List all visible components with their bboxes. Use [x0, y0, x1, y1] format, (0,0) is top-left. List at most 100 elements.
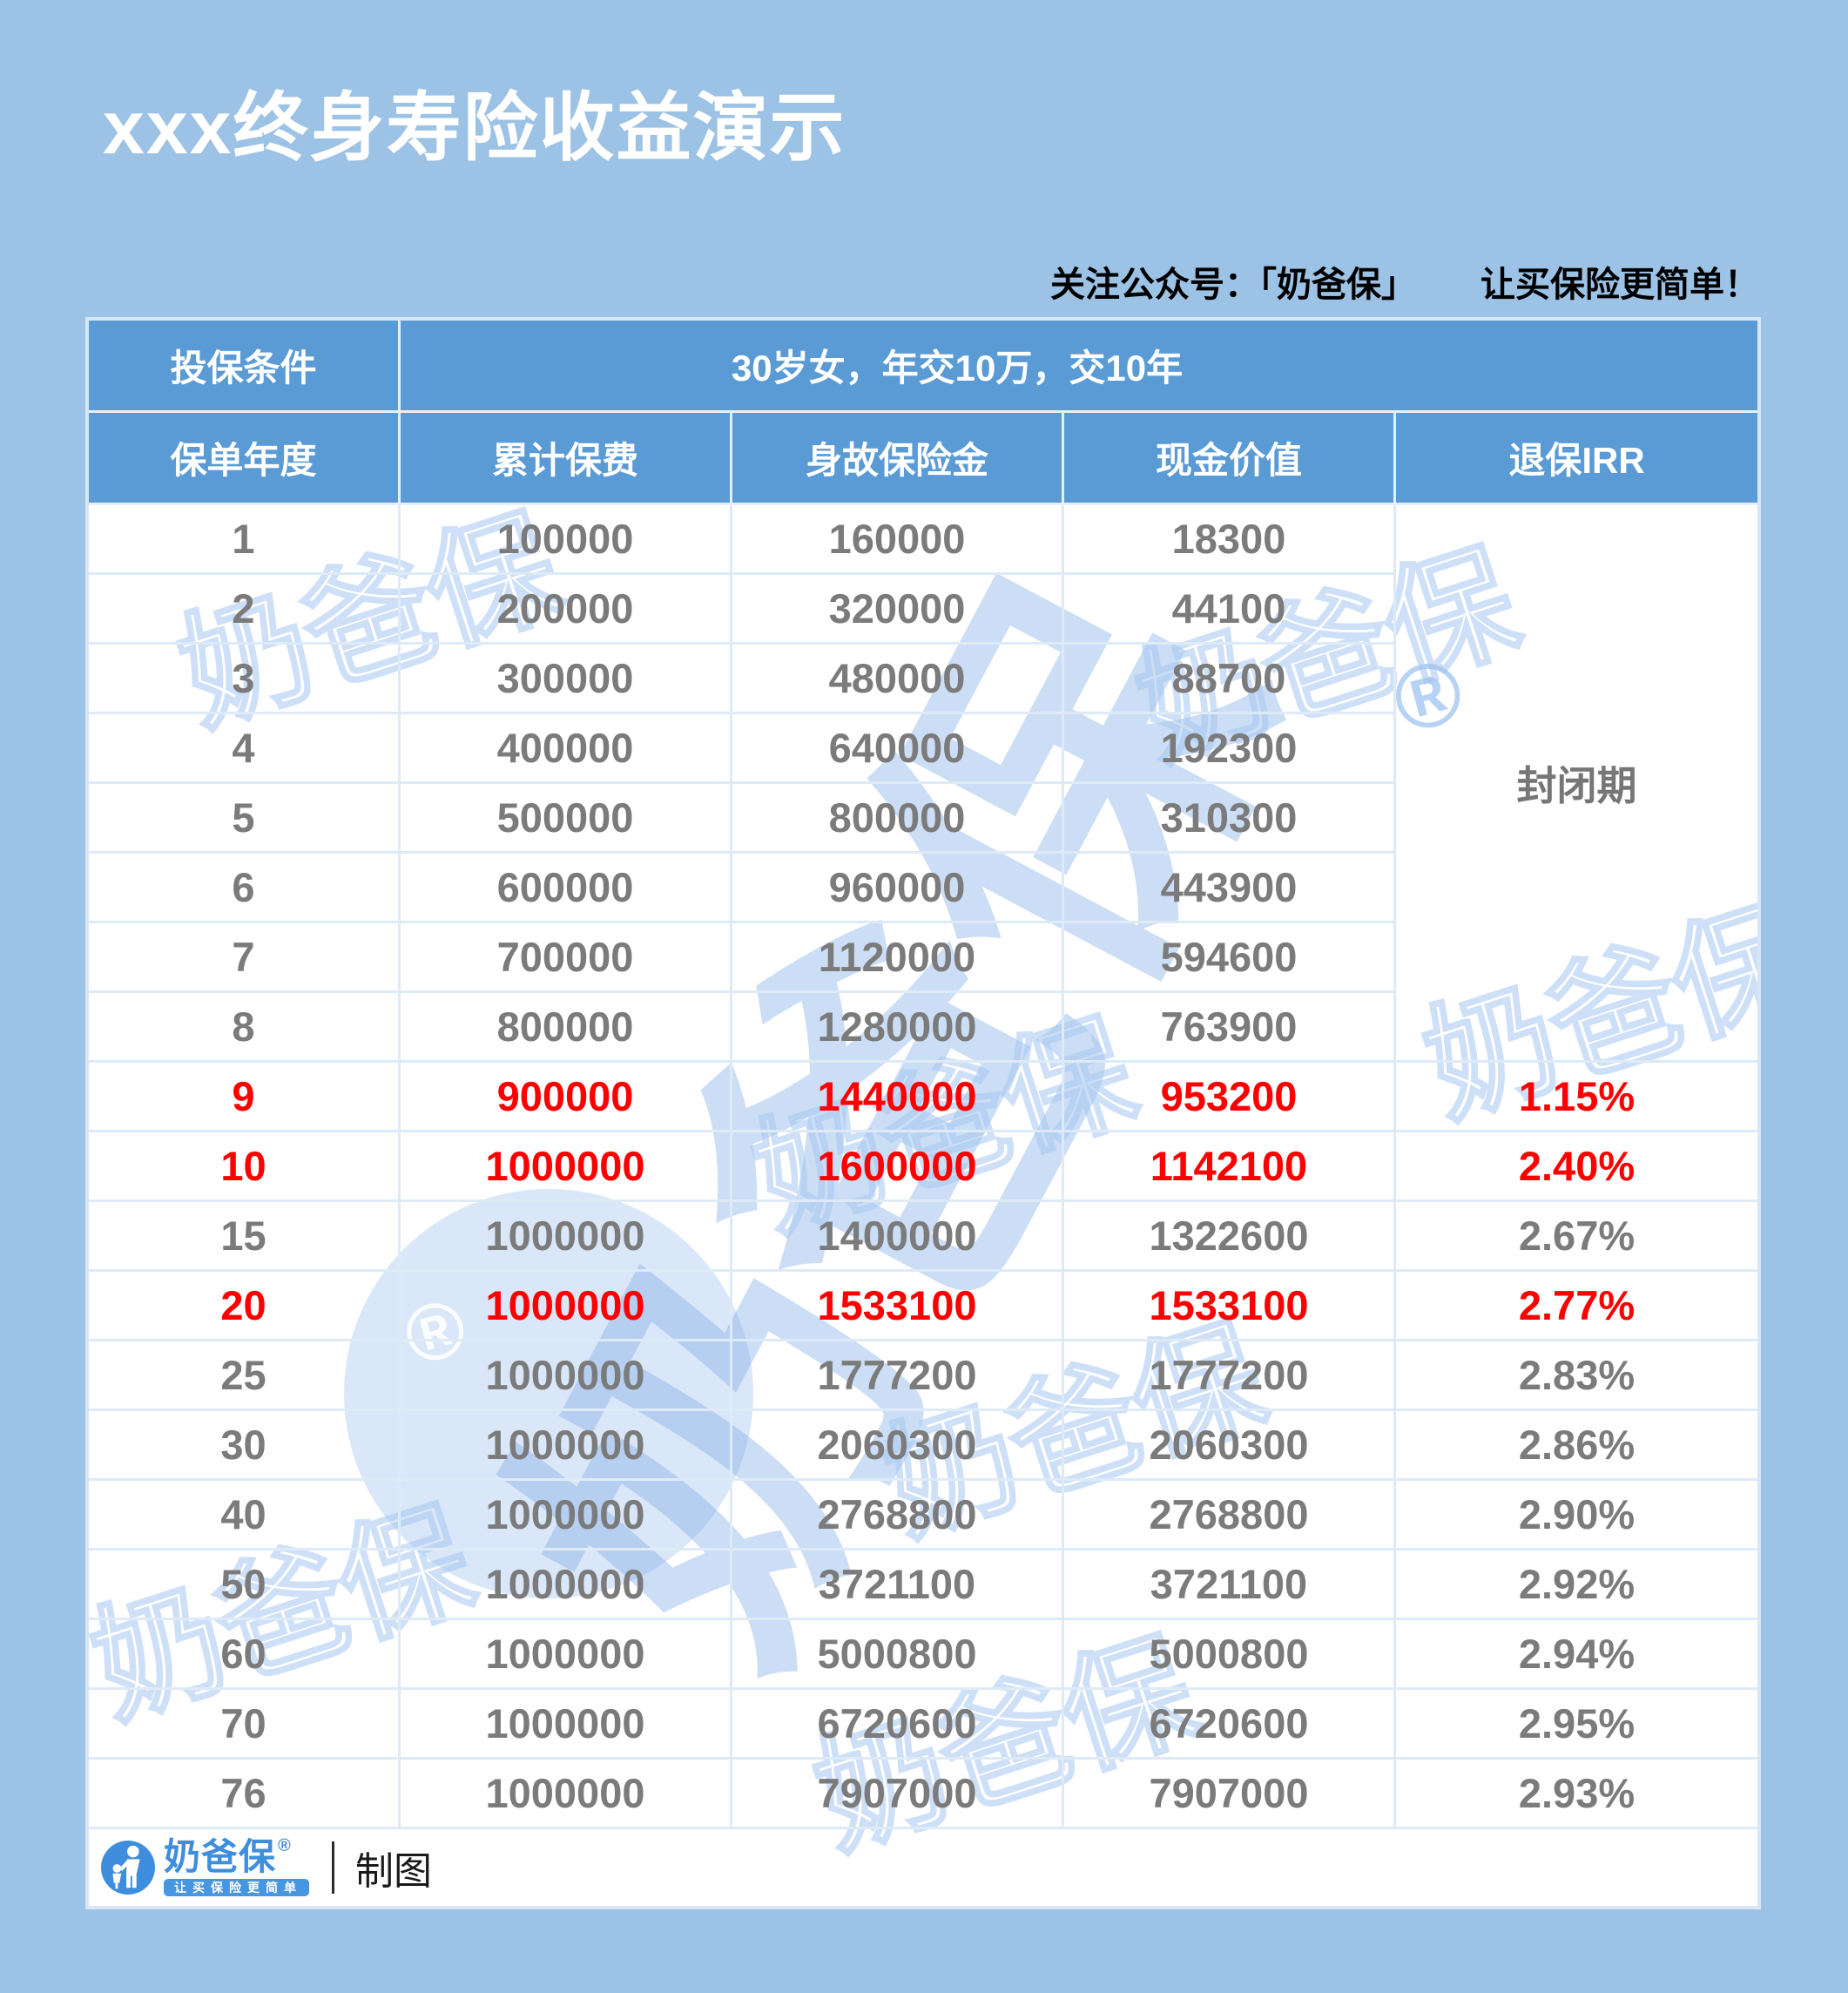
subscribe-brand: 「奶爸保」 [1259, 266, 1416, 304]
cell-cash-value: 443900 [1064, 854, 1396, 923]
column-header-policy-year: 保单年度 [89, 413, 401, 505]
cell-death-benefit: 1440000 [732, 1063, 1064, 1132]
cell-policy-year: 4 [89, 714, 401, 784]
cell-policy-year: 50 [89, 1550, 401, 1620]
cell-policy-year: 76 [89, 1760, 401, 1829]
condition-value-cell: 30岁女，年交10万，交10年 [401, 321, 1757, 413]
table-header-columns-row: 保单年度 累计保费 身故保险金 现金价值 退保IRR [89, 413, 1757, 505]
cell-cash-value: 5000800 [1064, 1620, 1396, 1690]
brand-logo-icon [101, 1841, 155, 1895]
cell-policy-year: 8 [89, 993, 401, 1063]
cell-cash-value: 1777200 [1064, 1341, 1396, 1411]
cell-death-benefit: 1400000 [732, 1202, 1064, 1272]
cell-death-benefit: 5000800 [732, 1620, 1064, 1690]
cell-total-premium: 1000000 [401, 1620, 732, 1690]
cell-death-benefit: 1533100 [732, 1272, 1064, 1341]
benefit-table: ® 奶爸保 奶爸保 奶爸保 奶爸保 奶爸保 奶爸保 奶爸保 奶爸保 ® 投保条件… [85, 317, 1761, 1909]
column-header-cash-value: 现金价值 [1064, 413, 1396, 505]
table-header-condition-row: 投保条件 30岁女，年交10万，交10年 [89, 321, 1757, 413]
cell-total-premium: 1000000 [401, 1202, 732, 1272]
cell-death-benefit: 6720600 [732, 1690, 1064, 1760]
cell-surrender-irr: 2.92% [1396, 1550, 1757, 1620]
cell-surrender-irr: 2.67% [1396, 1202, 1757, 1272]
cell-policy-year: 9 [89, 1063, 401, 1132]
cell-policy-year: 20 [89, 1272, 401, 1341]
cell-surrender-irr: 2.83% [1396, 1341, 1757, 1411]
cell-death-benefit: 640000 [732, 714, 1064, 784]
column-header-total-premium: 累计保费 [401, 413, 732, 505]
cell-policy-year: 70 [89, 1690, 401, 1760]
cell-total-premium: 900000 [401, 1063, 732, 1132]
subscribe-note: 关注公众号：「奶爸保」 让买保险更简单！ [1050, 256, 1759, 307]
cell-cash-value: 2768800 [1064, 1481, 1396, 1550]
cell-cash-value: 3721100 [1064, 1550, 1396, 1620]
cell-death-benefit: 3721100 [732, 1550, 1064, 1620]
condition-label-cell: 投保条件 [89, 321, 401, 413]
page-title: xxx终身寿险收益演示 [103, 86, 846, 170]
cell-policy-year: 1 [89, 505, 401, 575]
cell-policy-year: 15 [89, 1202, 401, 1272]
cell-surrender-irr: 1.15% [1396, 1063, 1757, 1132]
cell-death-benefit: 160000 [732, 505, 1064, 575]
cell-death-benefit: 1600000 [732, 1132, 1064, 1202]
cell-total-premium: 1000000 [401, 1760, 732, 1829]
cell-total-premium: 600000 [401, 854, 732, 923]
cell-policy-year: 10 [89, 1132, 401, 1202]
cell-cash-value: 192300 [1064, 714, 1396, 784]
cell-cash-value: 763900 [1064, 993, 1396, 1063]
cell-surrender-irr: 2.93% [1396, 1760, 1757, 1829]
cell-cash-value: 7907000 [1064, 1760, 1396, 1829]
cell-total-premium: 300000 [401, 645, 732, 714]
cell-total-premium: 1000000 [401, 1690, 732, 1760]
table-body: 1 100000 160000 18300 封闭期 2 200000 320000 44100 3… [89, 505, 1757, 1829]
cell-death-benefit: 2060300 [732, 1411, 1064, 1481]
cell-cash-value: 594600 [1064, 923, 1396, 993]
dad-and-child-icon [112, 1845, 140, 1889]
cell-policy-year: 5 [89, 784, 401, 854]
cell-death-benefit: 2768800 [732, 1481, 1064, 1550]
cell-policy-year: 25 [89, 1341, 401, 1411]
cell-surrender-irr: 2.90% [1396, 1481, 1757, 1550]
cell-policy-year: 6 [89, 854, 401, 923]
cell-death-benefit: 800000 [732, 784, 1064, 854]
cell-death-benefit: 1777200 [732, 1341, 1064, 1411]
brand-block: 奶爸保 ® 让买保险更简单 [164, 1837, 309, 1896]
cell-cash-value: 88700 [1064, 645, 1396, 714]
cell-total-premium: 1000000 [401, 1481, 732, 1550]
credit-label: 制图 [355, 1850, 432, 1893]
cell-cash-value: 310300 [1064, 784, 1396, 854]
cell-total-premium: 100000 [401, 505, 732, 575]
cell-cash-value: 2060300 [1064, 1411, 1396, 1481]
cell-policy-year: 40 [89, 1481, 401, 1550]
cell-total-premium: 500000 [401, 784, 732, 854]
cell-total-premium: 1000000 [401, 1132, 732, 1202]
cell-surrender-irr: 2.86% [1396, 1411, 1757, 1481]
cell-death-benefit: 1280000 [732, 993, 1064, 1063]
cell-total-premium: 200000 [401, 575, 732, 645]
cell-total-premium: 1000000 [401, 1550, 732, 1620]
cell-death-benefit: 1120000 [732, 923, 1064, 993]
cell-total-premium: 800000 [401, 993, 732, 1063]
cell-policy-year: 2 [89, 575, 401, 645]
cell-policy-year: 60 [89, 1620, 401, 1690]
cell-surrender-irr: 2.40% [1396, 1132, 1757, 1202]
subscribe-prefix: 关注公众号： [1050, 266, 1259, 304]
cell-total-premium: 400000 [401, 714, 732, 784]
cell-death-benefit: 960000 [732, 854, 1064, 923]
footer-divider [332, 1841, 334, 1894]
column-header-death-benefit: 身故保险金 [732, 413, 1064, 505]
cell-cash-value: 44100 [1064, 575, 1396, 645]
cell-total-premium: 1000000 [401, 1272, 732, 1341]
cell-cash-value: 18300 [1064, 505, 1396, 575]
cell-total-premium: 700000 [401, 923, 732, 993]
cell-surrender-irr: 2.95% [1396, 1690, 1757, 1760]
cell-death-benefit: 480000 [732, 645, 1064, 714]
cell-cash-value: 6720600 [1064, 1690, 1396, 1760]
footer: 奶爸保 ® 让买保险更简单 制图 [89, 1829, 1757, 1906]
cell-death-benefit: 320000 [732, 575, 1064, 645]
cell-cash-value: 1322600 [1064, 1202, 1396, 1272]
cell-death-benefit: 7907000 [732, 1760, 1064, 1829]
cell-policy-year: 30 [89, 1411, 401, 1481]
subscribe-suffix: 让买保险更简单！ [1480, 266, 1759, 304]
